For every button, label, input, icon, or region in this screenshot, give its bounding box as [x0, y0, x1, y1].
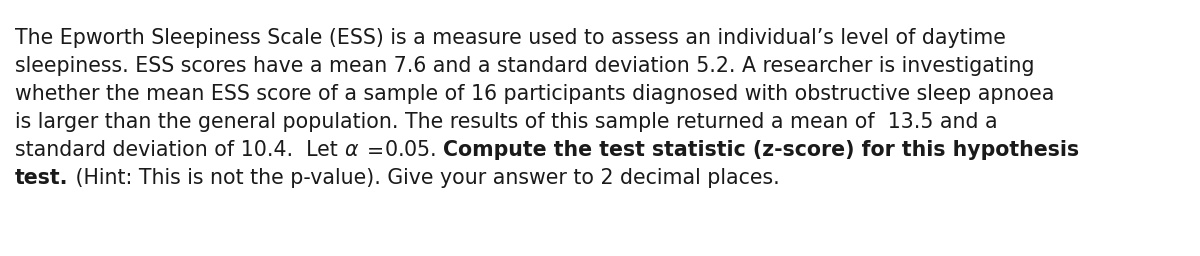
Text: $\, = \,$: $\, = \,$ [360, 140, 384, 160]
Text: standard deviation of 10.4.  Let: standard deviation of 10.4. Let [14, 140, 344, 160]
Text: .: . [430, 140, 443, 160]
Text: $0.05$: $0.05$ [384, 140, 430, 160]
Text: is larger than the general population. The results of this sample returned a mea: is larger than the general population. T… [14, 112, 997, 132]
Text: Compute the test statistic (z-score) for this hypothesis: Compute the test statistic (z-score) for… [443, 140, 1079, 160]
Text: (Hint: This is not the p-value). Give your answer to 2 decimal places.: (Hint: This is not the p-value). Give yo… [68, 168, 779, 188]
Text: The Epworth Sleepiness Scale (ESS) is a measure used to assess an individual’s l: The Epworth Sleepiness Scale (ESS) is a … [14, 28, 1006, 48]
Text: test.: test. [14, 168, 68, 188]
Text: $\alpha$: $\alpha$ [344, 140, 360, 160]
Text: sleepiness. ESS scores have a mean 7.6 and a standard deviation 5.2. A researche: sleepiness. ESS scores have a mean 7.6 a… [14, 56, 1034, 76]
Text: whether the mean ESS score of a sample of 16 participants diagnosed with obstruc: whether the mean ESS score of a sample o… [14, 84, 1055, 104]
